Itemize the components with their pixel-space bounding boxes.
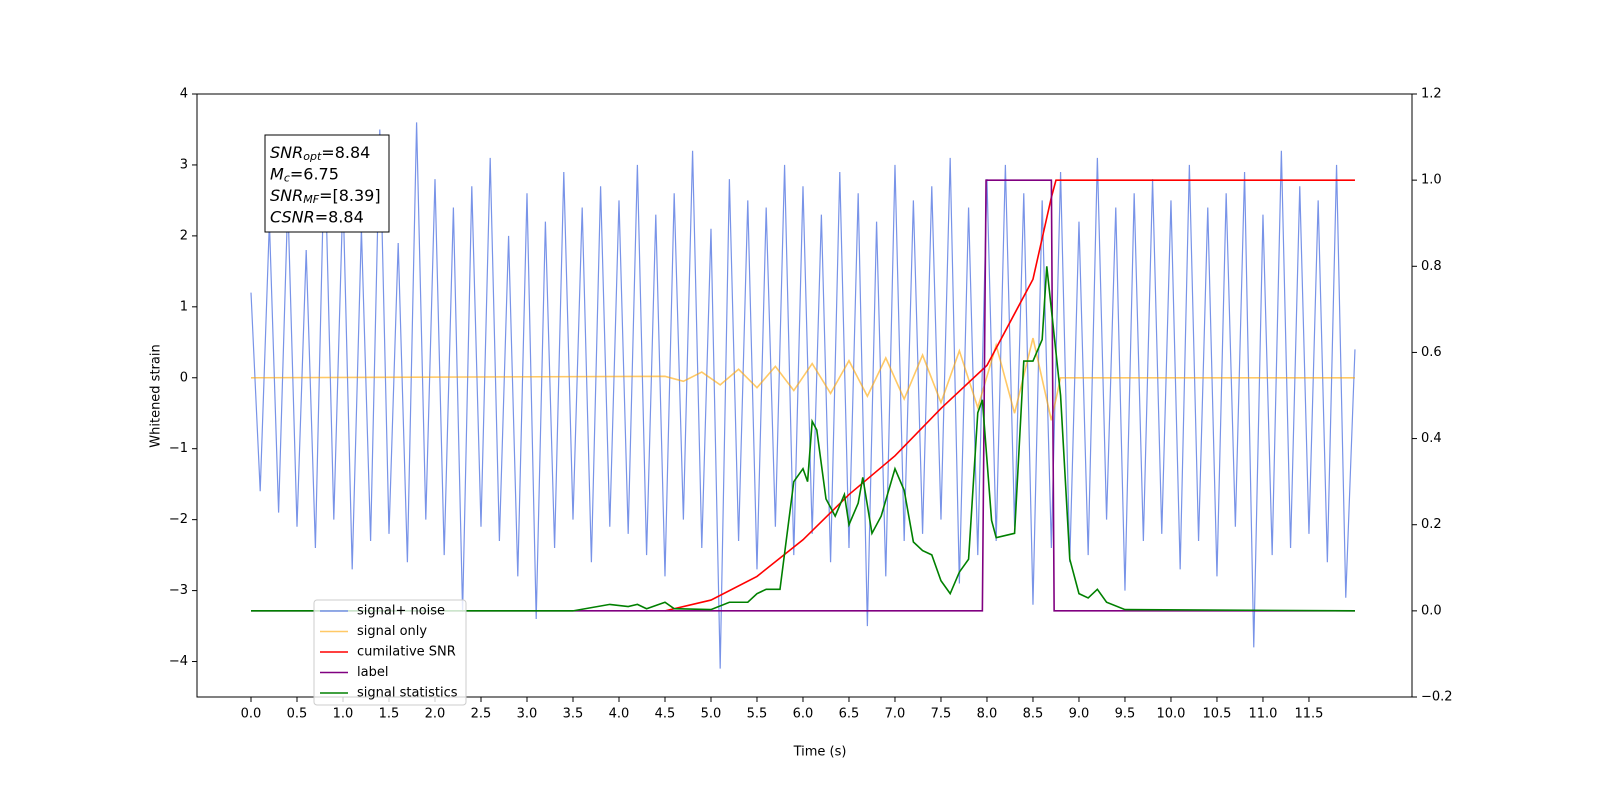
x-axis-label: Time (s) <box>793 745 847 760</box>
y-tick-label: 2 <box>180 228 188 243</box>
annotation-main: SNR <box>270 143 303 162</box>
legend-label: signal+ noise <box>357 604 445 619</box>
x-tick-label: 7.0 <box>885 707 906 722</box>
x-tick-label: 1.5 <box>379 707 400 722</box>
annotation: SNRMF=[8.39] <box>270 186 381 207</box>
x-tick-label: 9.5 <box>1115 707 1136 722</box>
annotation: Mc=6.75 <box>270 164 339 185</box>
y2-tick-label: 1.0 <box>1421 173 1442 188</box>
y2-tick-label: 0.0 <box>1421 603 1442 618</box>
y-tick-label: 0 <box>180 370 188 385</box>
legend-box <box>313 599 467 706</box>
x-tick-label: 3.5 <box>563 707 584 722</box>
x-tick-label: 8.0 <box>977 707 998 722</box>
x-tick-label: 3.0 <box>517 707 538 722</box>
y-tick-label: −3 <box>169 583 188 598</box>
y2-tick-label: 1.2 <box>1421 87 1442 102</box>
y2-tick-label: 0.2 <box>1421 517 1442 532</box>
annotation-sub: c <box>284 172 290 185</box>
legend-label: signal statistics <box>357 686 458 701</box>
x-tick-label: 8.5 <box>1023 707 1044 722</box>
x-tick-label: 6.5 <box>839 707 860 722</box>
series-line <box>250 122 1356 669</box>
x-tick-label: 11.0 <box>1248 707 1277 722</box>
x-tick-label: 10.5 <box>1202 707 1231 722</box>
annotation-rest: =6.75 <box>290 164 339 183</box>
series-line <box>251 266 1355 612</box>
annotation-main: M <box>270 164 284 183</box>
x-tick-label: 7.5 <box>931 707 952 722</box>
annotation-main: CSNR <box>270 207 315 226</box>
x-tick-label: 6.0 <box>793 707 814 722</box>
x-tick-label: 5.0 <box>701 707 722 722</box>
x-tick-label: 0.5 <box>287 707 308 722</box>
x-tick-label: 0.0 <box>241 707 262 722</box>
annotation-rest: =[8.39] <box>319 186 381 205</box>
y2-tick-label: 0.8 <box>1421 259 1442 274</box>
x-tick-label: 10.0 <box>1156 707 1185 722</box>
plot-frame <box>196 93 1413 698</box>
annotation-box <box>264 134 390 233</box>
legend-label: label <box>357 665 388 680</box>
y-tick-label: 1 <box>180 299 188 314</box>
x-tick-label: 9.0 <box>1069 707 1090 722</box>
y-tick-label: 4 <box>180 87 188 102</box>
annotation-main: SNR <box>270 186 303 205</box>
series-line <box>251 179 1355 612</box>
y-tick-label: −4 <box>169 654 188 669</box>
legend-label: cumilative SNR <box>357 645 456 660</box>
x-tick-label: 2.5 <box>471 707 492 722</box>
annotation: SNRopt=8.84 <box>270 143 370 164</box>
annotation-rest: =8.84 <box>315 207 364 226</box>
annotation-rest: =8.84 <box>321 143 370 162</box>
x-tick-label: 11.5 <box>1294 707 1323 722</box>
y2-tick-label: 0.6 <box>1421 345 1442 360</box>
x-tick-label: 1.0 <box>333 707 354 722</box>
annotation: CSNR=8.84 <box>270 207 364 226</box>
legend-label: signal only <box>357 624 427 639</box>
y-axis-label: Whitened strain <box>149 344 164 447</box>
x-tick-label: 4.5 <box>655 707 676 722</box>
annotation-sub: MF <box>303 193 319 206</box>
y-tick-label: −1 <box>169 441 188 456</box>
y2-tick-label: −0.2 <box>1421 690 1453 705</box>
series-line <box>250 337 1355 421</box>
y-tick-label: 3 <box>180 157 188 172</box>
x-tick-label: 5.5 <box>747 707 768 722</box>
y2-tick-label: 0.4 <box>1421 431 1442 446</box>
annotation-sub: opt <box>303 150 322 163</box>
x-tick-label: 2.0 <box>425 707 446 722</box>
y-tick-label: −2 <box>169 512 188 527</box>
x-tick-label: 4.0 <box>609 707 630 722</box>
